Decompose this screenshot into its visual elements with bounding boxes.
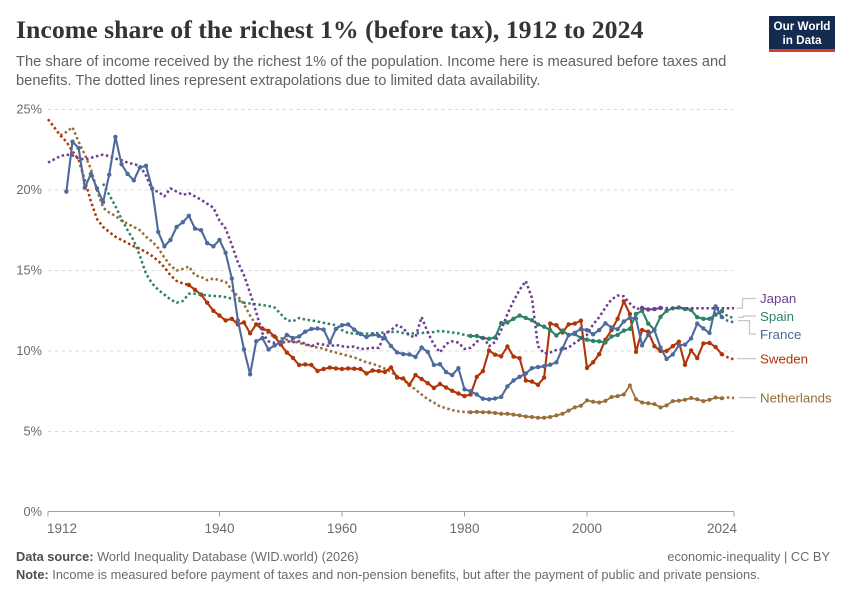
svg-text:5%: 5% bbox=[24, 424, 43, 439]
svg-text:25%: 25% bbox=[16, 102, 42, 117]
svg-text:10%: 10% bbox=[16, 343, 42, 358]
svg-text:Netherlands: Netherlands bbox=[760, 390, 832, 405]
svg-text:20%: 20% bbox=[16, 182, 42, 197]
svg-text:France: France bbox=[760, 327, 801, 342]
svg-text:1960: 1960 bbox=[327, 521, 357, 536]
svg-text:15%: 15% bbox=[16, 263, 42, 278]
svg-text:Japan: Japan bbox=[760, 291, 796, 306]
svg-text:0%: 0% bbox=[24, 504, 43, 519]
svg-text:1912: 1912 bbox=[47, 521, 77, 536]
svg-text:1980: 1980 bbox=[449, 521, 479, 536]
svg-text:2000: 2000 bbox=[572, 521, 602, 536]
svg-text:2024: 2024 bbox=[707, 521, 738, 536]
svg-text:Spain: Spain bbox=[760, 309, 794, 324]
svg-text:1940: 1940 bbox=[204, 521, 234, 536]
svg-text:Sweden: Sweden bbox=[760, 351, 808, 366]
